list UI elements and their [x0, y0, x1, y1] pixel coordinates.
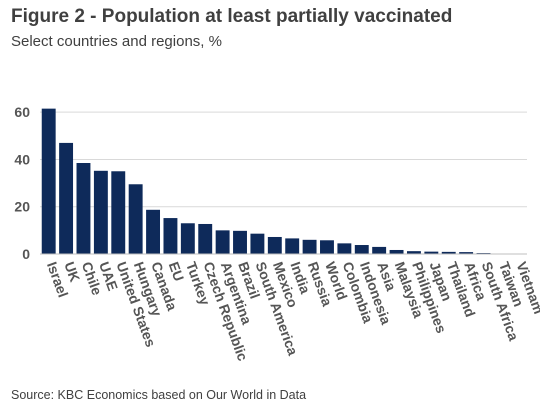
- bar-india: [285, 238, 300, 254]
- bar-uae: [93, 170, 108, 254]
- bar-world: [320, 240, 334, 254]
- bar-czech-republic: [198, 223, 213, 254]
- bar-brazil: [233, 230, 247, 254]
- bar-russia: [302, 239, 317, 254]
- bar-united-states: [111, 171, 126, 254]
- bar-malaysia: [389, 249, 404, 254]
- bar-eu: [163, 218, 178, 254]
- y-tick-label: 40: [14, 151, 30, 167]
- bar-philippines: [406, 251, 421, 254]
- y-tick-label: 20: [14, 199, 30, 215]
- bar-turkey: [180, 223, 195, 254]
- bar-uk: [59, 142, 74, 254]
- bars: [41, 108, 526, 254]
- x-tick-label: EU: [166, 260, 188, 284]
- bar-japan: [424, 251, 439, 254]
- bar-hungary: [128, 184, 143, 254]
- y-tick-label: 60: [14, 104, 30, 120]
- bar-asia: [372, 246, 387, 254]
- chart-title: Figure 2 - Population at least partially…: [11, 6, 453, 27]
- y-axis: 0 20 40 60: [14, 104, 30, 262]
- chart-subtitle: Select countries and regions, %: [11, 33, 222, 50]
- bar-south-america: [250, 233, 265, 254]
- bar-colombia: [337, 243, 352, 254]
- x-tick-label: UK: [61, 260, 83, 284]
- bar-indonesia: [354, 245, 369, 254]
- bar-chile: [76, 163, 91, 254]
- bar-israel: [41, 108, 56, 254]
- bar-canada: [146, 209, 161, 254]
- source-note: Source: KBC Economics based on Our World…: [11, 388, 307, 402]
- bar-argentina: [215, 230, 230, 254]
- y-tick-label: 0: [22, 246, 30, 262]
- bar-thailand: [441, 251, 456, 254]
- bar-mexico: [267, 236, 282, 254]
- bar-africa: [459, 252, 474, 254]
